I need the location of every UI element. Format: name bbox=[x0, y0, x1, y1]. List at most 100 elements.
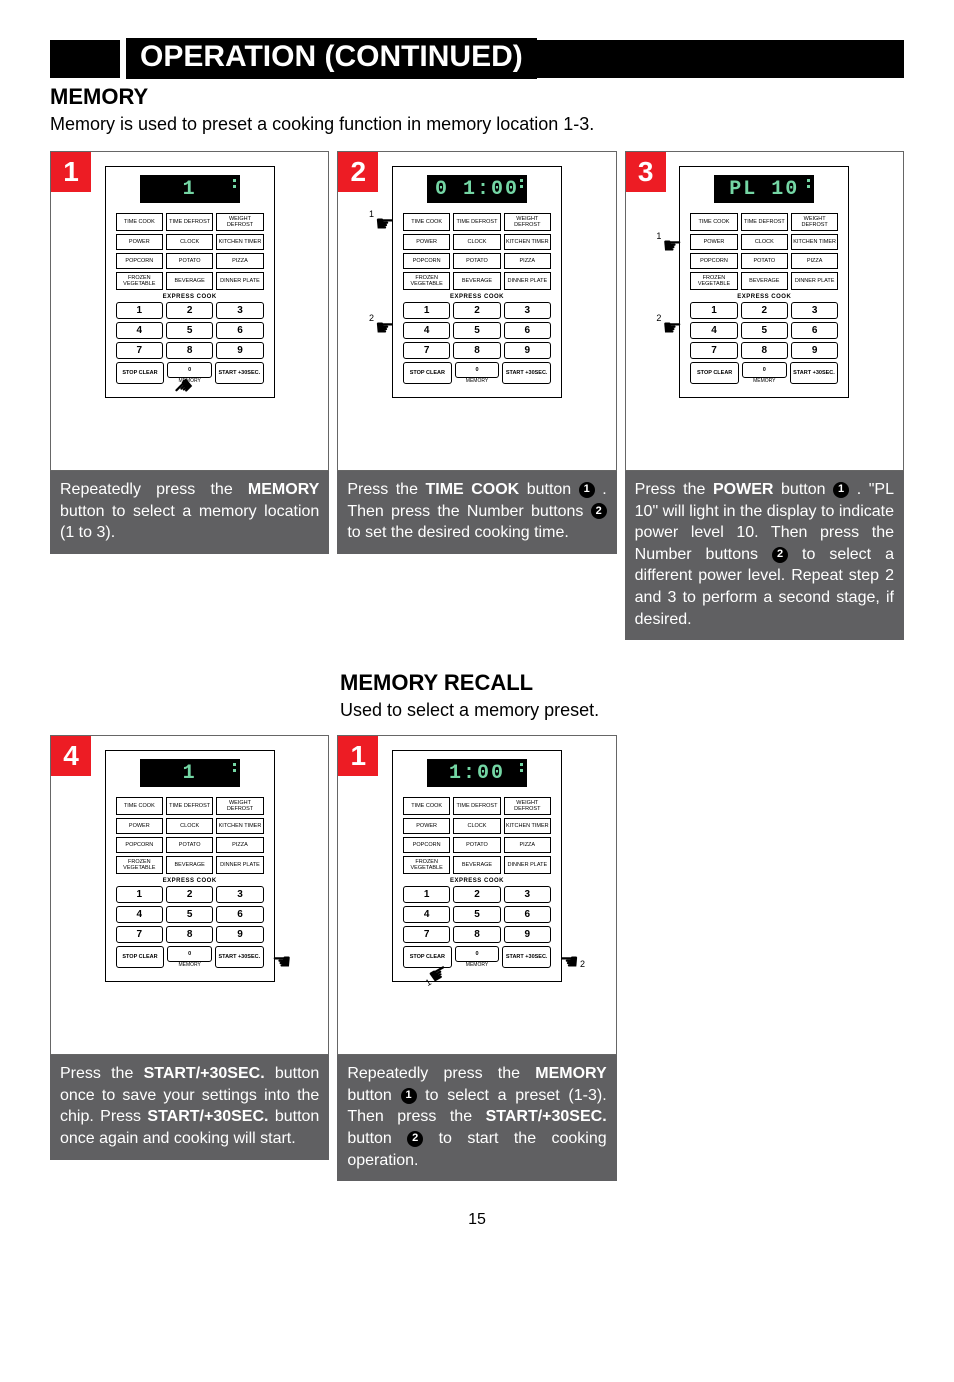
key-1: 1 bbox=[116, 886, 163, 903]
btn-start-30sec: START +30SEC. bbox=[502, 946, 551, 968]
step3-panel: 3 PL 10 TIME COOKTIME DEFROSTWEIGHT DEFR… bbox=[625, 151, 904, 471]
btn-time-defrost: TIME DEFROST bbox=[166, 213, 213, 231]
btn-stop-clear: STOP CLEAR bbox=[116, 362, 165, 384]
express-label: EXPRESS COOK bbox=[116, 294, 264, 300]
key-4: 4 bbox=[116, 322, 163, 339]
btn-stop-clear: STOP CLEAR bbox=[403, 362, 452, 384]
title-black-left bbox=[50, 40, 120, 78]
btn-time-cook: TIME COOK bbox=[116, 797, 163, 815]
cap-text: button to select a memory location (1 to… bbox=[60, 503, 319, 542]
key-0: 0 bbox=[742, 362, 787, 378]
btn-beverage: BEVERAGE bbox=[741, 272, 788, 290]
btn-time-defrost: TIME DEFROST bbox=[453, 797, 500, 815]
key-3: 3 bbox=[504, 302, 551, 319]
cap-bold: START/+30SEC. bbox=[147, 1108, 268, 1125]
key-7: 7 bbox=[690, 342, 737, 359]
cap-text: Press the bbox=[60, 1065, 144, 1082]
btn-popcorn: POPCORN bbox=[116, 837, 163, 853]
key-8: 8 bbox=[166, 926, 213, 943]
key-7: 7 bbox=[116, 926, 163, 943]
step-3: 3 PL 10 TIME COOKTIME DEFROSTWEIGHT DEFR… bbox=[625, 151, 904, 640]
key-5: 5 bbox=[453, 322, 500, 339]
btn-frozen-veg: FROZEN VEGETABLE bbox=[116, 272, 163, 290]
btn-weight-defrost: WEIGHT DEFROST bbox=[504, 797, 551, 815]
key-3: 3 bbox=[216, 302, 263, 319]
key-2: 2 bbox=[453, 886, 500, 903]
btn-clock: CLOCK bbox=[453, 818, 500, 834]
key-9: 9 bbox=[216, 342, 263, 359]
step4-number: 4 bbox=[51, 736, 91, 776]
display: 1:00 bbox=[427, 759, 527, 787]
memory-intro: Memory is used to preset a cooking funct… bbox=[50, 114, 904, 135]
btn-popcorn: POPCORN bbox=[403, 253, 450, 269]
cap-bold: START/+30SEC. bbox=[486, 1108, 607, 1125]
key-8: 8 bbox=[741, 342, 788, 359]
microwave-panel: 1 TIME COOKTIME DEFROSTWEIGHT DEFROST PO… bbox=[105, 750, 275, 982]
btn-pizza: PIZZA bbox=[216, 837, 263, 853]
key-4: 4 bbox=[690, 322, 737, 339]
key-2: 2 bbox=[166, 302, 213, 319]
btn-beverage: BEVERAGE bbox=[166, 272, 213, 290]
key-8: 8 bbox=[453, 926, 500, 943]
title-black-right: OPERATION (CONTINUED) bbox=[126, 40, 904, 78]
btn-time-cook: TIME COOK bbox=[116, 213, 163, 231]
cap-text: button bbox=[347, 1087, 400, 1104]
btn-weight-defrost: WEIGHT DEFROST bbox=[504, 213, 551, 231]
key-1: 1 bbox=[116, 302, 163, 319]
recall-heading: MEMORY RECALL bbox=[340, 670, 904, 696]
memory-heading: MEMORY bbox=[50, 84, 904, 110]
fn-row-2: POWERCLOCKKITCHEN TIMER bbox=[116, 234, 264, 250]
key-6: 6 bbox=[216, 906, 263, 923]
btn-pizza: PIZZA bbox=[504, 837, 551, 853]
key-0: 0 bbox=[455, 946, 500, 962]
key-2: 2 bbox=[741, 302, 788, 319]
memory-label: MEMORY bbox=[466, 962, 488, 968]
key-3: 3 bbox=[216, 886, 263, 903]
btn-popcorn: POPCORN bbox=[403, 837, 450, 853]
hand-icon: ☚2 bbox=[559, 949, 579, 975]
btn-stop-clear: STOP CLEAR bbox=[690, 362, 739, 384]
cap-bold: POWER bbox=[713, 481, 773, 498]
btn-time-cook: TIME COOK bbox=[403, 797, 450, 815]
recall-heading-area: MEMORY RECALL Used to select a memory pr… bbox=[340, 670, 904, 721]
cap-text: Press the bbox=[635, 481, 713, 498]
key-2: 2 bbox=[453, 302, 500, 319]
step4-panel: 4 1 TIME COOKTIME DEFROSTWEIGHT DEFROST … bbox=[50, 735, 329, 1055]
btn-power: POWER bbox=[690, 234, 737, 250]
btn-pizza: PIZZA bbox=[216, 253, 263, 269]
cap-bold: MEMORY bbox=[248, 481, 319, 498]
key-1: 1 bbox=[690, 302, 737, 319]
key-8: 8 bbox=[453, 342, 500, 359]
hand-icon: ☛2 bbox=[662, 315, 682, 341]
btn-kitchen-timer: KITCHEN TIMER bbox=[216, 234, 263, 250]
btn-power: POWER bbox=[116, 234, 163, 250]
btn-dinner-plate: DINNER PLATE bbox=[504, 856, 551, 874]
cap-text: button bbox=[347, 1130, 407, 1147]
btn-frozen-veg: FROZEN VEGETABLE bbox=[403, 856, 450, 874]
cap-text: button bbox=[519, 481, 579, 498]
btn-beverage: BEVERAGE bbox=[453, 856, 500, 874]
btn-potato: POTATO bbox=[166, 837, 213, 853]
key-3: 3 bbox=[791, 302, 838, 319]
key-7: 7 bbox=[403, 342, 450, 359]
step1-number: 1 bbox=[51, 152, 91, 192]
btn-potato: POTATO bbox=[453, 837, 500, 853]
btn-clock: CLOCK bbox=[741, 234, 788, 250]
cap-bold: MEMORY bbox=[535, 1065, 606, 1082]
btn-beverage: BEVERAGE bbox=[453, 272, 500, 290]
btn-frozen-veg: FROZEN VEGETABLE bbox=[403, 272, 450, 290]
page-number: 15 bbox=[50, 1211, 904, 1229]
btn-popcorn: POPCORN bbox=[690, 253, 737, 269]
btn-potato: POTATO bbox=[166, 253, 213, 269]
express-label: EXPRESS COOK bbox=[690, 294, 838, 300]
key-6: 6 bbox=[504, 906, 551, 923]
btn-time-defrost: TIME DEFROST bbox=[166, 797, 213, 815]
btn-beverage: BEVERAGE bbox=[166, 856, 213, 874]
step2-caption: Press the TIME COOK button 1 . Then pres… bbox=[337, 471, 616, 554]
step3-number: 3 bbox=[626, 152, 666, 192]
btn-potato: POTATO bbox=[741, 253, 788, 269]
key-0: 0 bbox=[167, 946, 212, 962]
recall1-number: 1 bbox=[338, 736, 378, 776]
btn-clock: CLOCK bbox=[166, 234, 213, 250]
btn-clock: CLOCK bbox=[166, 818, 213, 834]
